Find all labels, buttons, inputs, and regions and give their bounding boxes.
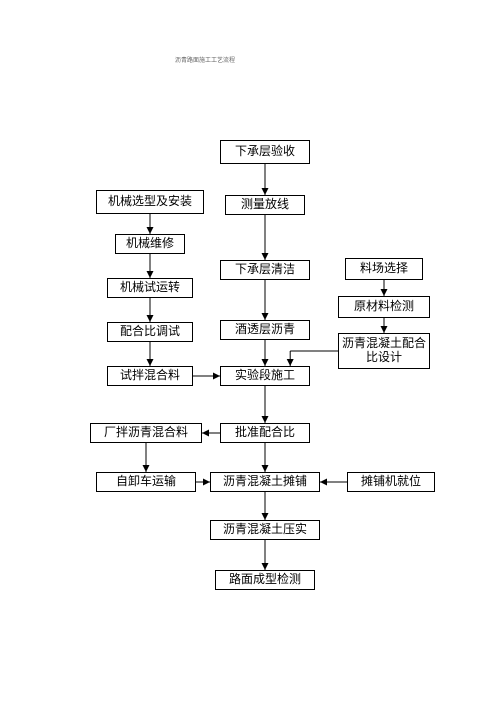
node-l1: 机械选型及安装	[96, 190, 204, 214]
doc-title: 沥青路面施工工艺流程	[175, 55, 235, 64]
node-l2: 机械维修	[115, 234, 185, 254]
node-l3: 机械试运转	[107, 278, 193, 298]
node-l5: 试拌混合料	[107, 366, 193, 386]
node-c4: 酒透层沥青	[220, 320, 310, 340]
node-l4: 配合比调试	[107, 322, 193, 342]
node-c7: 沥青混凝土摊铺	[210, 472, 320, 492]
node-c8: 沥青混凝土压实	[210, 520, 320, 540]
node-c3: 下承层清洁	[220, 260, 310, 280]
node-r2: 原材料检测	[338, 296, 430, 318]
node-c9: 路面成型检测	[215, 570, 315, 590]
node-r4: 摊铺机就位	[347, 472, 435, 492]
node-r1: 料场选择	[345, 258, 423, 280]
node-c1: 下承层验收	[220, 140, 310, 164]
node-l7: 自卸车运输	[96, 472, 196, 492]
node-c5: 实验段施工	[220, 366, 310, 386]
page: 沥青路面施工工艺流程 下承层验收机械选型及安装 测量放线机械维修下承层清洁 料场选择…	[0, 0, 500, 707]
node-c2: 测量放线	[225, 195, 305, 215]
node-r3: 沥青混凝土配合比设计	[338, 333, 430, 369]
node-c6: 批准配合比	[220, 423, 310, 443]
node-l6: 厂拌沥青混合料	[90, 423, 202, 443]
